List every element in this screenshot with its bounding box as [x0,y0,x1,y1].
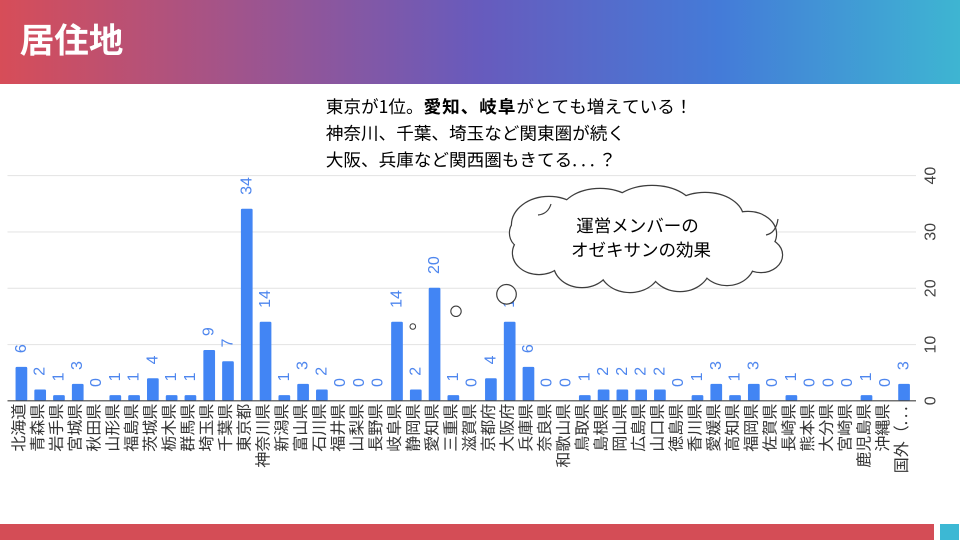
svg-text:4: 4 [482,355,499,364]
svg-text:0: 0 [370,378,387,387]
svg-text:0: 0 [764,378,781,387]
svg-text:0: 0 [351,378,368,387]
svg-text:2: 2 [633,367,650,376]
svg-text:0: 0 [670,378,687,387]
svg-text:1: 1 [126,372,143,381]
svg-text:14: 14 [389,290,406,308]
svg-text:3: 3 [708,361,725,370]
svg-text:0: 0 [877,378,894,387]
svg-text:0: 0 [464,378,481,387]
svg-text:1: 1 [727,372,744,381]
svg-text:1: 1 [783,372,800,381]
svg-text:0: 0 [802,378,819,387]
svg-text:2: 2 [614,367,631,376]
svg-text:34: 34 [238,177,255,195]
svg-text:1: 1 [576,372,593,381]
svg-text:1: 1 [182,372,199,381]
svg-text:3: 3 [69,361,86,370]
svg-text:10: 10 [923,336,940,354]
svg-text:6: 6 [520,344,537,353]
svg-text:0: 0 [88,378,105,387]
svg-text:1: 1 [276,372,293,381]
svg-text:1: 1 [107,372,124,381]
svg-text:1: 1 [858,372,875,381]
svg-text:7: 7 [219,338,236,347]
svg-text:20: 20 [426,256,443,274]
svg-text:2: 2 [595,367,612,376]
svg-text:14: 14 [257,290,274,308]
svg-text:40: 40 [923,167,940,185]
svg-text:1: 1 [163,372,180,381]
svg-text:4: 4 [144,355,161,364]
svg-text:30: 30 [923,223,940,241]
svg-text:9: 9 [201,327,218,336]
svg-text:1: 1 [689,372,706,381]
svg-text:3: 3 [745,361,762,370]
svg-text:0: 0 [820,378,837,387]
svg-text:0: 0 [923,396,940,405]
svg-text:1: 1 [445,372,462,381]
svg-text:0: 0 [539,378,556,387]
svg-text:2: 2 [407,367,424,376]
svg-text:0: 0 [558,378,575,387]
svg-text:0: 0 [332,378,349,387]
svg-text:0: 0 [839,378,856,387]
svg-text:3: 3 [295,361,312,370]
svg-text:3: 3 [896,361,913,370]
svg-text:2: 2 [32,367,49,376]
svg-text:2: 2 [313,367,330,376]
svg-text:20: 20 [923,279,940,297]
svg-text:6: 6 [13,344,30,353]
svg-text:2: 2 [651,367,668,376]
svg-text:1: 1 [50,372,67,381]
